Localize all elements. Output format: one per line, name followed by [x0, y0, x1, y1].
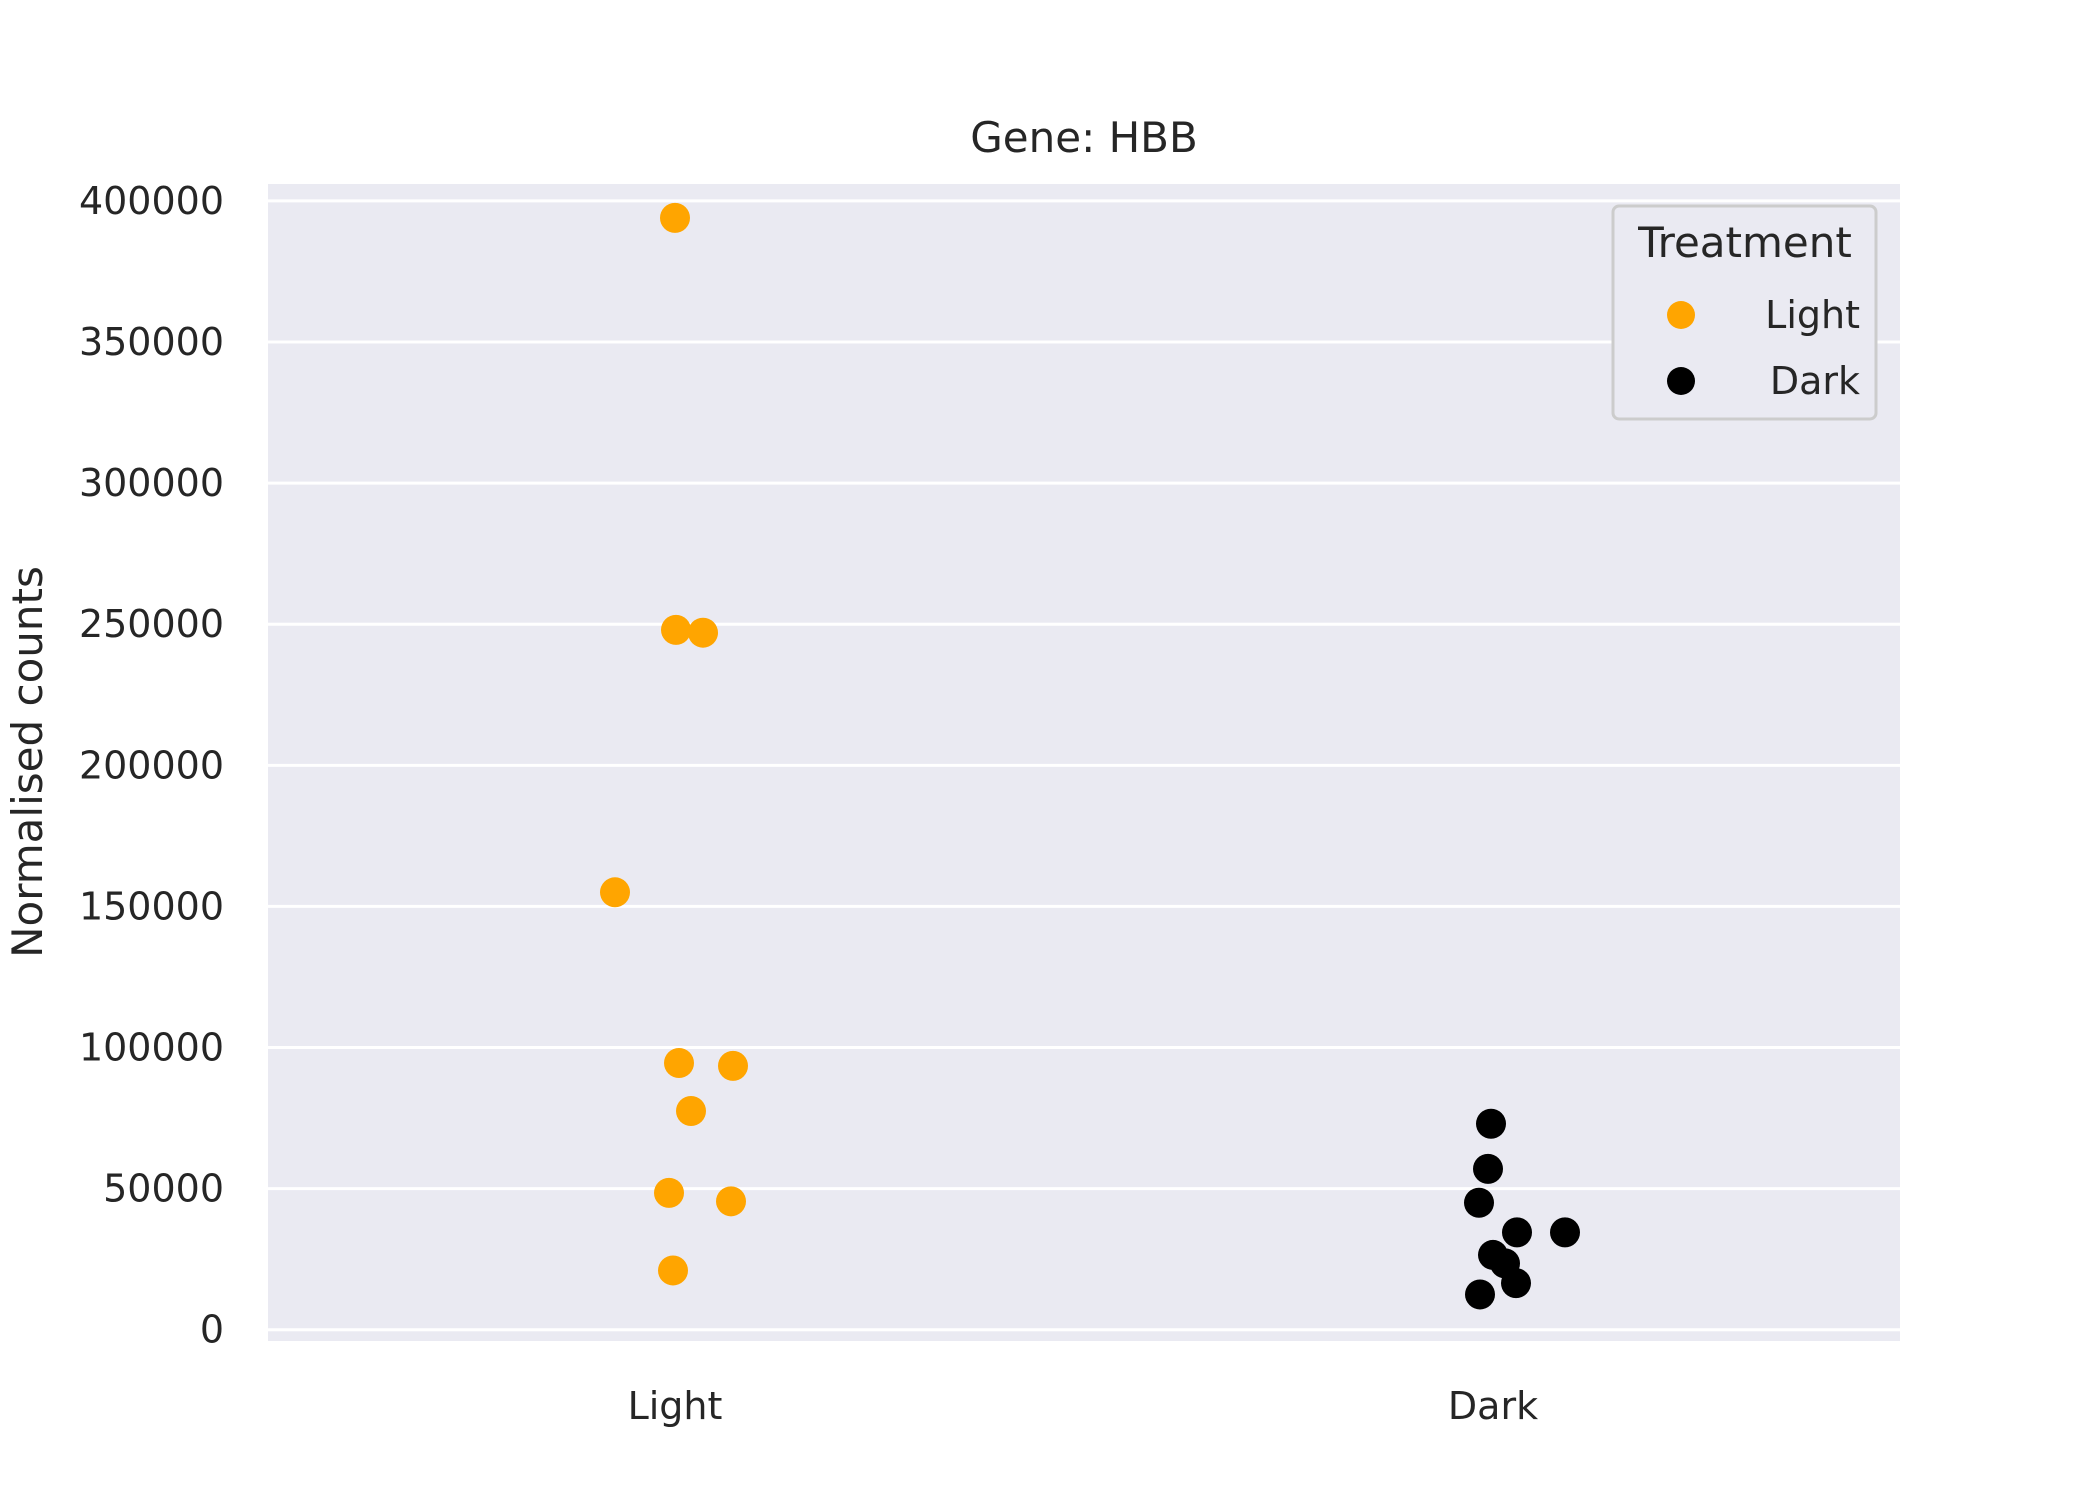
- legend-marker-light: [1667, 301, 1695, 329]
- x-tick-labels: Light Dark: [628, 1384, 1539, 1428]
- data-points: [600, 202, 1580, 1310]
- legend-label-light: Light: [1765, 293, 1860, 337]
- data-point-dark: [1502, 1217, 1532, 1248]
- y-axis-label: Normalised counts: [3, 566, 52, 958]
- data-point-light: [654, 1177, 684, 1208]
- x-tick-label: Dark: [1448, 1384, 1538, 1428]
- data-point-light: [600, 877, 630, 908]
- y-tick-label: 400000: [79, 179, 224, 223]
- chart-title: Gene: HBB: [970, 113, 1198, 162]
- data-point-dark: [1476, 1108, 1506, 1139]
- y-tick-label: 350000: [79, 320, 224, 364]
- x-tick-label: Light: [628, 1384, 723, 1428]
- data-point-light: [716, 1186, 746, 1217]
- legend-label-dark: Dark: [1770, 359, 1860, 403]
- y-tick-labels: 0 50000 100000 150000 200000 250000 300000 3500…: [79, 179, 224, 1352]
- data-point-light: [660, 202, 690, 233]
- gridlines: [268, 199, 1900, 1332]
- data-point-dark: [1550, 1217, 1580, 1248]
- data-point-light: [661, 614, 691, 645]
- data-point-dark: [1501, 1268, 1531, 1299]
- data-point-light: [664, 1048, 694, 1079]
- data-point-dark: [1465, 1279, 1495, 1310]
- data-point-dark: [1464, 1187, 1494, 1218]
- y-tick-label: 250000: [79, 602, 224, 646]
- y-tick-label: 300000: [79, 461, 224, 505]
- legend-box: [1611, 204, 1878, 421]
- legend-entries: Light Dark: [1667, 293, 1860, 403]
- y-tick-label: 0: [200, 1308, 224, 1352]
- data-point-dark: [1473, 1153, 1503, 1184]
- y-tick-label: 200000: [79, 743, 224, 787]
- legend: Treatment Light Dark: [1611, 204, 1878, 421]
- data-point-light: [688, 617, 718, 648]
- data-point-light: [676, 1096, 706, 1127]
- legend-title: Treatment: [1637, 218, 1852, 267]
- data-point-light: [718, 1050, 748, 1081]
- legend-marker-dark: [1667, 367, 1695, 395]
- y-tick-label: 100000: [79, 1026, 224, 1070]
- data-point-light: [658, 1255, 688, 1286]
- y-tick-label: 50000: [103, 1167, 224, 1211]
- y-tick-label: 150000: [79, 884, 224, 928]
